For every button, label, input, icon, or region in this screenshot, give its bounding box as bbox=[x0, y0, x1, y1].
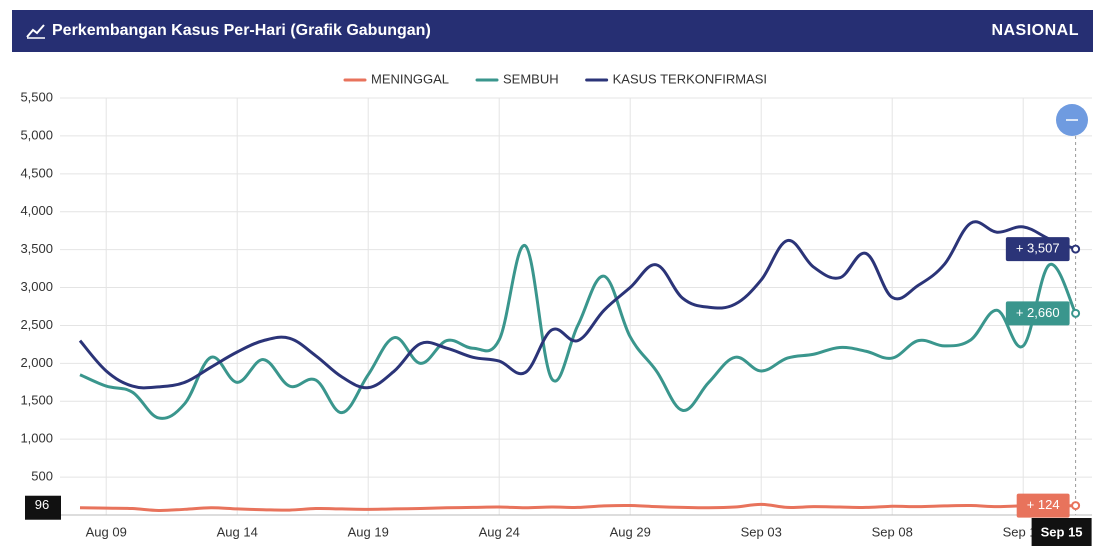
y-tick-label: 3,500 bbox=[20, 241, 53, 256]
value-label: + 124 bbox=[1027, 497, 1060, 512]
value-point bbox=[1071, 501, 1081, 511]
x-tick-label: Sep 15 bbox=[1041, 524, 1083, 539]
series-line bbox=[79, 244, 1077, 420]
zoom-button[interactable] bbox=[1056, 104, 1088, 136]
x-tick-label: Aug 24 bbox=[479, 524, 520, 539]
header-title-wrap: Perkembangan Kasus Per-Hari (Grafik Gabu… bbox=[26, 22, 431, 40]
y-tick-label: 1,000 bbox=[20, 431, 53, 446]
value-point bbox=[1071, 308, 1081, 318]
y-tick-label: 1,500 bbox=[20, 393, 53, 408]
x-tick-label: Aug 29 bbox=[610, 524, 651, 539]
value-tooltip: + 3,507 bbox=[1005, 237, 1070, 262]
y-tick-label: 4,500 bbox=[20, 165, 53, 180]
x-tick-label: Sep 03 bbox=[741, 524, 782, 539]
header: Perkembangan Kasus Per-Hari (Grafik Gabu… bbox=[12, 10, 1093, 52]
legend-label: MENINGGAL bbox=[371, 71, 449, 86]
crosshair-y-label: 96 bbox=[35, 497, 49, 512]
crosshair-x-box bbox=[1031, 518, 1092, 546]
legend-item[interactable]: MENINGGAL bbox=[343, 71, 449, 86]
value-label: + 3,507 bbox=[1016, 241, 1060, 256]
value-label-box bbox=[1005, 301, 1070, 326]
crosshair-y-box bbox=[25, 495, 61, 520]
x-tick-label: Aug 14 bbox=[217, 524, 258, 539]
y-tick-label: 2,500 bbox=[20, 317, 53, 332]
legend-label: SEMBUH bbox=[503, 71, 559, 86]
y-tick-label: 500 bbox=[31, 469, 53, 484]
y-tick-label: 2,000 bbox=[20, 355, 53, 370]
chart-icon bbox=[26, 24, 45, 39]
legend-item[interactable]: SEMBUH bbox=[475, 71, 559, 86]
value-label-box bbox=[1005, 237, 1070, 262]
value-tooltip: + 2,660 bbox=[1005, 301, 1070, 326]
legend-item[interactable]: KASUS TERKONFIRMASI bbox=[585, 71, 767, 86]
y-tick-label: 4,000 bbox=[20, 203, 53, 218]
legend-label: KASUS TERKONFIRMASI bbox=[613, 71, 767, 86]
series-line bbox=[78, 220, 1077, 390]
value-label-box bbox=[1016, 493, 1070, 518]
series-line bbox=[79, 502, 1076, 512]
x-tick-label: Aug 19 bbox=[348, 524, 389, 539]
x-tick-label: Aug 09 bbox=[86, 524, 127, 539]
y-tick-label: 3,000 bbox=[20, 279, 53, 294]
chart-title: Perkembangan Kasus Per-Hari (Grafik Gabu… bbox=[52, 22, 431, 39]
value-tooltip: + 124 bbox=[1016, 493, 1070, 518]
value-point bbox=[1071, 244, 1081, 254]
legend: MENINGGAL SEMBUH KASUS TERKONFIRMASI bbox=[343, 71, 767, 86]
region-label[interactable]: NASIONAL bbox=[991, 22, 1079, 39]
value-label: + 2,660 bbox=[1016, 305, 1060, 320]
y-tick-label: 5,500 bbox=[20, 89, 53, 104]
x-tick-label: Sep 08 bbox=[872, 524, 913, 539]
y-tick-label: 5,000 bbox=[20, 127, 53, 142]
